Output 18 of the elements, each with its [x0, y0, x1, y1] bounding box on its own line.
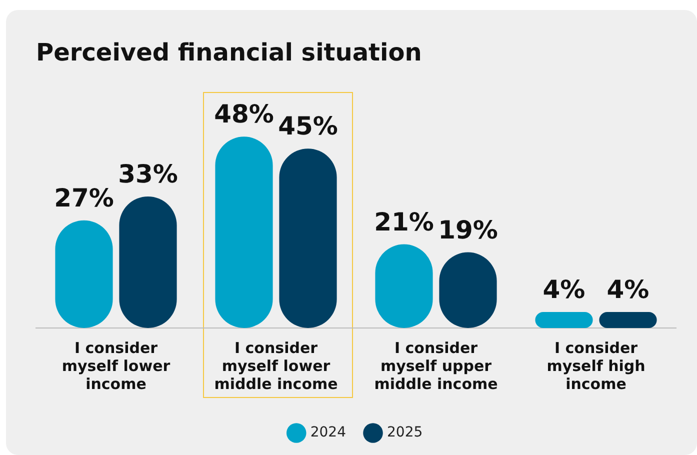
chart-title: Perceived financial situation [36, 38, 422, 67]
data-label: 48% [214, 100, 274, 129]
legend-label: 2024 [310, 424, 346, 441]
x-tick-label: I consider myself high income [546, 338, 646, 393]
x-tick-label: I consider myself lower middle income [214, 338, 338, 393]
data-label: 45% [278, 112, 338, 141]
data-label: 33% [118, 159, 178, 188]
data-label: 4% [542, 275, 586, 304]
x-tick-label: I consider myself upper middle income [374, 338, 498, 393]
legend-label: 2025 [387, 424, 423, 441]
data-label: 19% [438, 215, 498, 244]
data-label: 21% [374, 207, 434, 236]
x-tick-label: I consider myself lower income [62, 338, 171, 393]
data-label: 4% [606, 275, 650, 304]
bar [535, 312, 593, 328]
bar [599, 312, 657, 328]
bar [215, 136, 273, 328]
data-label: 27% [54, 183, 114, 212]
